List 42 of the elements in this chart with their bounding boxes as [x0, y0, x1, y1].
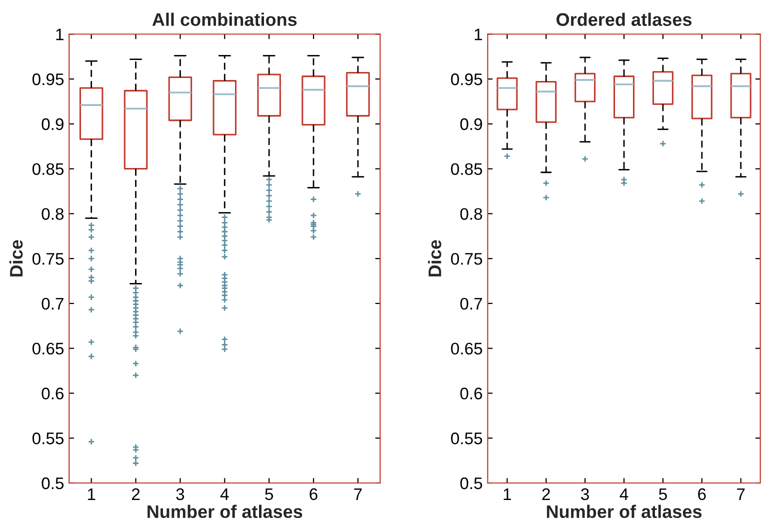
x-tick-label: 7 [737, 488, 745, 500]
y-tick-label: 0.55 [451, 432, 482, 444]
x-tick-label: 1 [504, 488, 511, 500]
chart-title: Ordered atlases [556, 12, 692, 26]
y-tick-label: 0.9 [42, 118, 64, 130]
y-axis-title: Dice [428, 240, 442, 276]
y-axis-title: Dice [9, 240, 23, 276]
y-tick-label: 0.8 [460, 208, 482, 220]
y-tick-label: 0.5 [460, 477, 482, 490]
y-tick-label: 0.75 [451, 252, 482, 265]
x-tick-label: 4 [220, 488, 229, 500]
y-tick-label: 0.7 [42, 298, 64, 310]
x-axis-title: Number of atlases [546, 504, 702, 518]
x-tick-label: 6 [698, 488, 706, 500]
y-tick-label: 0.9 [460, 118, 482, 130]
x-tick-label: 3 [176, 488, 184, 500]
y-tick-label: 0.6 [460, 388, 482, 400]
y-tick-label: 0.6 [42, 388, 64, 400]
y-tick-label: 1 [474, 28, 482, 40]
y-tick-label: 0.55 [32, 432, 64, 444]
x-tick-label: 7 [354, 488, 362, 500]
y-tick-label: 0.95 [451, 73, 482, 86]
x-tick-label: 1 [88, 488, 96, 500]
y-tick-label: 0.65 [32, 342, 64, 355]
x-tick-label: 4 [620, 488, 628, 500]
y-tick-label: 0.8 [42, 208, 64, 220]
y-tick-label: 0.85 [32, 163, 64, 175]
y-tick-label: 0.65 [451, 342, 482, 355]
y-tick-label: 0.85 [451, 163, 482, 175]
chart-title: All combinations [152, 12, 297, 26]
y-tick-label: 0.7 [460, 298, 482, 310]
x-tick-label: 6 [310, 488, 318, 500]
x-tick-label: 5 [658, 488, 667, 500]
x-tick-label: 5 [265, 488, 274, 500]
y-tick-label: 1 [56, 28, 64, 40]
y-tick-label: 0.75 [32, 252, 64, 265]
y-tick-label: 0.95 [32, 73, 64, 86]
y-tick-label: 0.5 [42, 477, 64, 490]
x-tick-label: 2 [542, 488, 550, 500]
x-tick-label: 2 [132, 488, 140, 500]
x-tick-label: 3 [581, 488, 589, 500]
x-axis-title: Number of atlases [148, 504, 302, 518]
